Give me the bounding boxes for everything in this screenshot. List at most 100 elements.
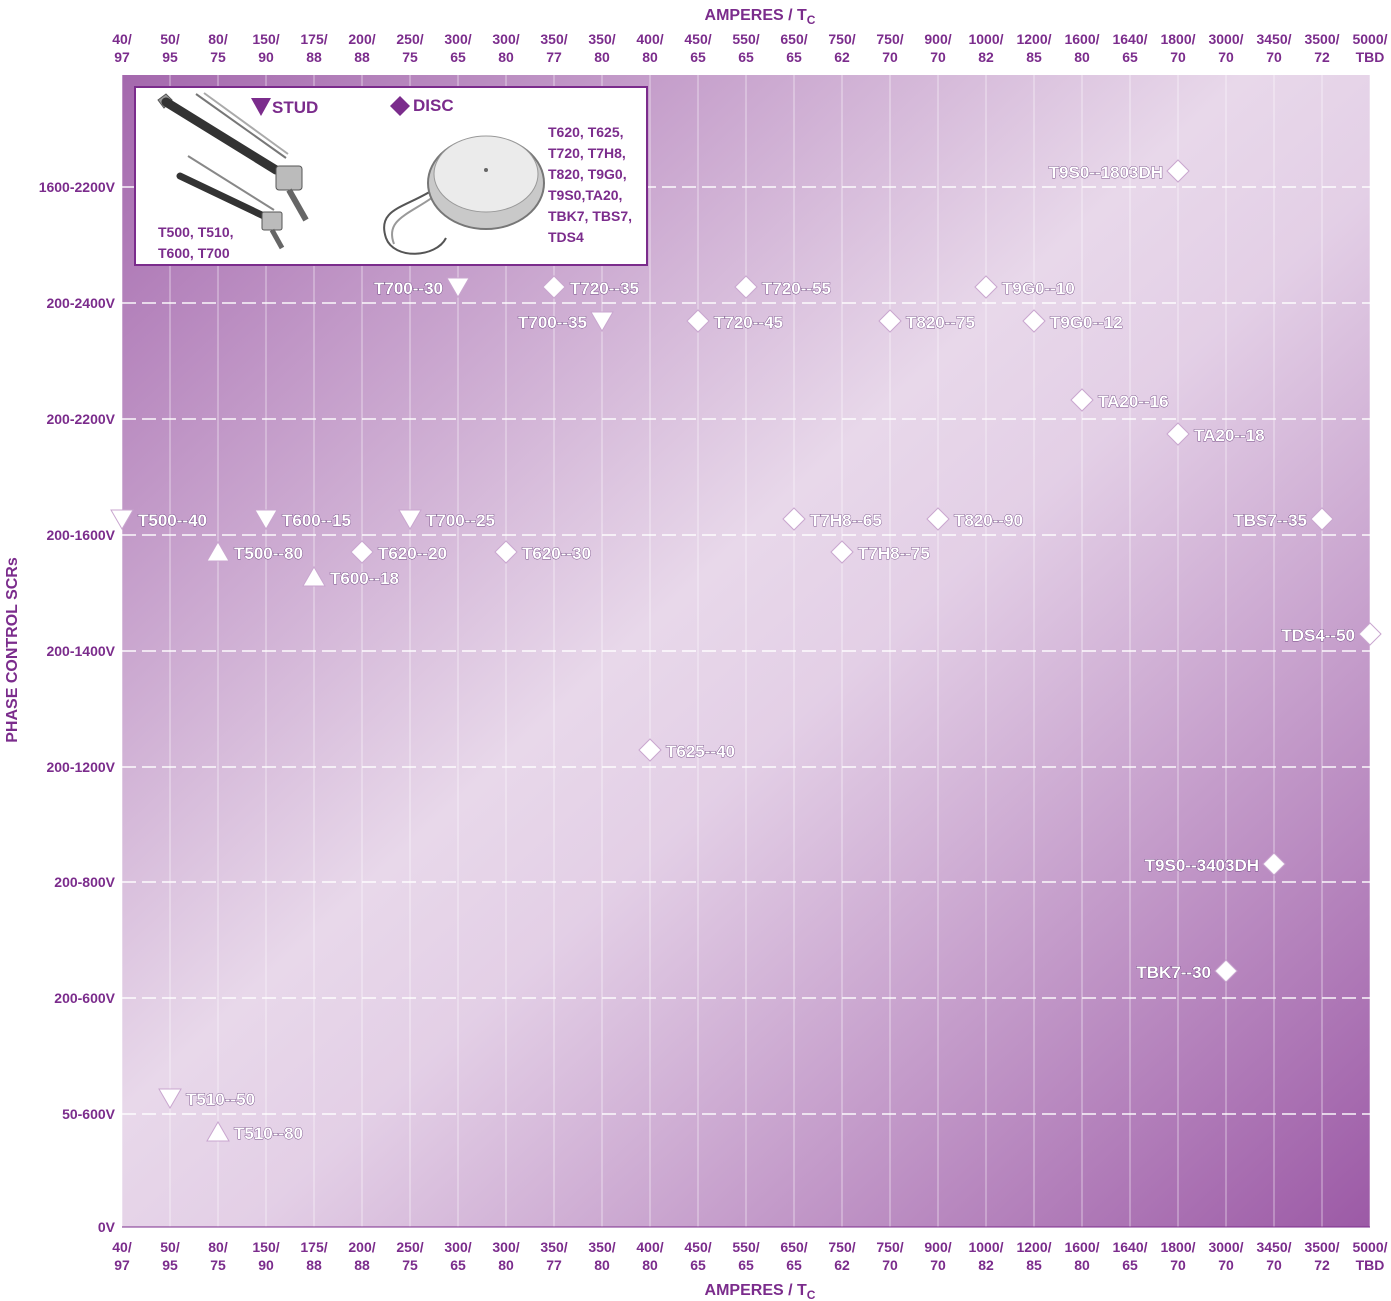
x-tick-label: 65 [450, 1257, 466, 1273]
disc-marker [1358, 622, 1382, 646]
point-label: T9G0--12 [1050, 313, 1123, 332]
stud-marker [254, 509, 278, 530]
x-tick-label: 40/ [112, 31, 132, 47]
x-tick-label: 550/ [732, 1239, 759, 1255]
x-tick-label: 85 [1026, 1257, 1042, 1273]
x-tick-label: 750/ [828, 1239, 855, 1255]
x-tick-labels-bottom: 40/97 50/95 80/75 150/90 175/88 200/88 250/75 3… [112, 1239, 1387, 1273]
y-tick-label: 200-2200V [46, 411, 115, 427]
point-label: T500--40 [138, 511, 207, 530]
x-tick-label: TBD [1356, 49, 1385, 65]
legend: STUD DISC T500, T510, T600, T700 T620, T… [134, 86, 648, 266]
point-label: T700--25 [426, 511, 495, 530]
x-tick-label: 50/ [160, 1239, 180, 1255]
x-tick-label: 70 [1170, 1257, 1186, 1273]
x-tick-label: 1640/ [1112, 1239, 1147, 1255]
x-tick-label: 80 [498, 1257, 514, 1273]
point-label: TA20--18 [1194, 426, 1265, 445]
legend-disc-models: T620, T625, T720, T7H8, T820, T9G0, T9S0… [548, 124, 633, 245]
x-tick-label: 90 [258, 49, 274, 65]
disc-device-image [383, 135, 545, 255]
y-tick-label: 200-1400V [46, 643, 115, 659]
data-points: T500--40 T600--15 T700--25 T700--30 T700--35… [110, 159, 1382, 1143]
x-tick-label: 72 [1314, 1257, 1330, 1273]
x-tick-label: 80 [594, 49, 610, 65]
x-tick-label: 175/ [300, 1239, 327, 1255]
disc-marker [686, 309, 710, 333]
y-tick-label: 200-800V [54, 874, 115, 890]
x-tick-label: 1640/ [1112, 31, 1147, 47]
stud-device-image [157, 92, 309, 250]
y-tick-label: 0V [98, 1219, 116, 1235]
legend-stud-models: T500, T510, T600, T700 [158, 224, 234, 261]
legend-stud-marker-icon [251, 98, 271, 116]
y-tick-label: 200-600V [54, 990, 115, 1006]
x-tick-label: 150/ [252, 31, 279, 47]
x-tick-label: 300/ [444, 1239, 471, 1255]
point-label: TDS4--50 [1281, 626, 1355, 645]
legend-illustrations [157, 92, 545, 255]
point-label: T720--55 [762, 279, 831, 298]
stud-marker [206, 1121, 230, 1142]
legend-stud-label: STUD [272, 98, 319, 117]
x-tick-label: 97 [114, 1257, 130, 1273]
x-tick-label: 65 [738, 49, 754, 65]
x-tick-label: 650/ [780, 1239, 807, 1255]
x-tick-label: 3450/ [1256, 31, 1291, 47]
point-label: TBS7--35 [1233, 511, 1307, 530]
x-tick-label: 70 [1218, 1257, 1234, 1273]
x-tick-label: 80/ [208, 31, 228, 47]
x-tick-label: 40/ [112, 1239, 132, 1255]
x-tick-label: 80 [594, 1257, 610, 1273]
x-tick-label: 1600/ [1064, 1239, 1099, 1255]
x-tick-labels-top: 40/97 50/95 80/75 150/90 175/88 200/88 250/75 3… [112, 31, 1387, 65]
point-label: T7H8--65 [810, 511, 882, 530]
disc-marker [1166, 159, 1190, 183]
x-tick-label: 70 [930, 49, 946, 65]
x-tick-label: 75 [402, 49, 418, 65]
x-tick-label: 80/ [208, 1239, 228, 1255]
x-tick-label: 65 [738, 1257, 754, 1273]
x-tick-label: 900/ [924, 1239, 951, 1255]
disc-marker [830, 540, 854, 564]
point-label: T510--50 [186, 1090, 255, 1109]
x-axis-title-top: AMPERES / TC [705, 7, 816, 27]
y-tick-label: 50-600V [62, 1106, 116, 1122]
stud-marker [158, 1088, 182, 1109]
point-label: T620--30 [522, 544, 591, 563]
stud-marker [206, 541, 230, 562]
x-tick-label: 65 [1122, 49, 1138, 65]
horizontal-grid [122, 186, 1370, 1115]
x-tick-label: 65 [786, 49, 802, 65]
x-tick-label: 5000/ [1352, 31, 1387, 47]
point-label: TBK7--30 [1136, 963, 1211, 982]
x-tick-label: 250/ [396, 31, 423, 47]
point-label: T720--45 [714, 313, 783, 332]
x-tick-label: 50/ [160, 31, 180, 47]
point-label: T600--15 [282, 511, 351, 530]
x-tick-label: 70 [1266, 49, 1282, 65]
x-tick-label: 62 [834, 1257, 850, 1273]
y-tick-label: 200-1200V [46, 759, 115, 775]
legend-disc-marker-icon [390, 96, 410, 116]
x-axis-title-bottom: AMPERES / TC [705, 1282, 816, 1301]
disc-marker [350, 540, 374, 564]
x-tick-label: 400/ [636, 1239, 663, 1255]
y-tick-label: 200-2400V [46, 295, 115, 311]
x-tick-label: 77 [546, 1257, 562, 1273]
x-tick-label: 75 [210, 1257, 226, 1273]
x-tick-label: 88 [354, 49, 370, 65]
x-tick-label: 77 [546, 49, 562, 65]
x-tick-label: 400/ [636, 31, 663, 47]
x-tick-label: 1600/ [1064, 31, 1099, 47]
point-label: T700--30 [374, 279, 443, 298]
x-tick-label: 3450/ [1256, 1239, 1291, 1255]
x-tick-label: 88 [306, 49, 322, 65]
y-tick-label: 200-1600V [46, 527, 115, 543]
disc-marker [1310, 507, 1334, 531]
x-tick-label: 65 [786, 1257, 802, 1273]
point-label: T820--90 [954, 511, 1023, 530]
stud-marker [302, 566, 326, 587]
x-tick-label: 200/ [348, 1239, 375, 1255]
x-tick-label: 750/ [828, 31, 855, 47]
